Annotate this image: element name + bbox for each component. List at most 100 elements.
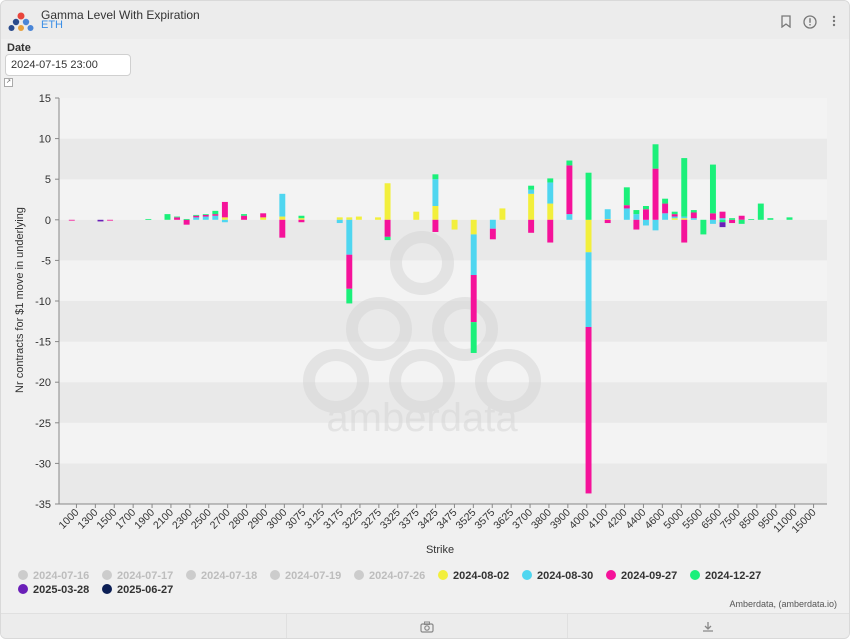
legend-item[interactable]: 2024-07-19 xyxy=(270,570,341,582)
bar-segment[interactable] xyxy=(709,219,716,224)
legend-item[interactable]: 2024-08-02 xyxy=(438,570,509,582)
bar-segment[interactable] xyxy=(748,218,755,220)
bar-segment[interactable] xyxy=(279,193,286,217)
bar-segment[interactable] xyxy=(489,219,496,229)
bar-segment[interactable] xyxy=(260,213,267,218)
bar-segment[interactable] xyxy=(585,326,592,494)
bar-segment[interactable] xyxy=(633,219,640,230)
bar-segment[interactable] xyxy=(547,203,554,220)
bar-segment[interactable] xyxy=(241,214,248,216)
bar-segment[interactable] xyxy=(604,209,611,219)
bar-segment[interactable] xyxy=(642,205,649,210)
bar-segment[interactable] xyxy=(652,219,659,231)
bar-segment[interactable] xyxy=(346,219,353,255)
bar-segment[interactable] xyxy=(451,219,458,230)
bar-segment[interactable] xyxy=(690,218,697,220)
bar-segment[interactable] xyxy=(193,215,200,218)
bar-segment[interactable] xyxy=(767,218,774,220)
bar-segment[interactable] xyxy=(432,205,439,220)
bar-segment[interactable] xyxy=(642,219,649,226)
date-input[interactable] xyxy=(5,54,131,76)
bar-segment[interactable] xyxy=(671,216,678,219)
bar-segment[interactable] xyxy=(107,219,114,221)
bar-segment[interactable] xyxy=(633,214,640,220)
bar-segment[interactable] xyxy=(547,219,554,243)
bar-segment[interactable] xyxy=(681,219,688,243)
bar-segment[interactable] xyxy=(489,228,496,240)
bar-segment[interactable] xyxy=(212,210,219,215)
bar-segment[interactable] xyxy=(662,198,669,204)
legend-item[interactable]: 2025-06-27 xyxy=(102,584,173,596)
bar-segment[interactable] xyxy=(729,218,736,220)
bar-segment[interactable] xyxy=(566,165,573,215)
bar-segment[interactable] xyxy=(719,211,726,219)
bar-segment[interactable] xyxy=(547,182,554,204)
bar-segment[interactable] xyxy=(652,168,659,220)
bar-segment[interactable] xyxy=(470,219,477,235)
bar-segment[interactable] xyxy=(528,193,535,220)
bar-segment[interactable] xyxy=(221,201,228,218)
bar-segment[interactable] xyxy=(642,209,649,220)
legend-item[interactable]: 2024-07-26 xyxy=(354,570,425,582)
bar-segment[interactable] xyxy=(432,174,439,180)
bar-segment[interactable] xyxy=(346,288,353,304)
bar-segment[interactable] xyxy=(336,217,343,220)
legend-item[interactable]: 2024-07-18 xyxy=(186,570,257,582)
bar-segment[interactable] xyxy=(375,217,381,220)
bar-segment[interactable] xyxy=(260,217,267,220)
legend-item[interactable]: 2024-07-16 xyxy=(18,570,89,582)
bar-segment[interactable] xyxy=(279,216,286,220)
legend-item[interactable]: 2025-03-28 xyxy=(18,584,89,596)
bar-segment[interactable] xyxy=(604,218,611,220)
bar-segment[interactable] xyxy=(346,254,353,289)
bar-segment[interactable] xyxy=(719,218,726,220)
bar-segment[interactable] xyxy=(585,252,592,327)
bar-segment[interactable] xyxy=(145,218,152,220)
bar-segment[interactable] xyxy=(690,210,697,213)
bar-segment[interactable] xyxy=(212,214,219,216)
bar-segment[interactable] xyxy=(738,219,745,224)
bar-segment[interactable] xyxy=(547,178,554,183)
bar-segment[interactable] xyxy=(241,215,248,220)
download-icon[interactable] xyxy=(566,614,849,638)
expand-icon[interactable]: ↗ xyxy=(4,78,13,87)
legend-item[interactable]: 2024-12-27 xyxy=(690,570,761,582)
bar-segment[interactable] xyxy=(709,164,716,214)
bar-segment[interactable] xyxy=(719,219,726,223)
bar-segment[interactable] xyxy=(221,219,228,223)
bar-segment[interactable] xyxy=(279,219,286,238)
bar-segment[interactable] xyxy=(671,211,678,215)
bar-segment[interactable] xyxy=(174,217,181,220)
bar-segment[interactable] xyxy=(174,216,181,218)
bar-segment[interactable] xyxy=(719,222,726,228)
bar-segment[interactable] xyxy=(355,216,362,220)
bar-segment[interactable] xyxy=(528,185,535,190)
bar-segment[interactable] xyxy=(298,218,305,220)
more-options-icon[interactable] xyxy=(827,15,841,29)
bar-segment[interactable] xyxy=(585,172,592,220)
bar-segment[interactable] xyxy=(623,208,630,220)
bar-segment[interactable] xyxy=(97,219,104,222)
camera-icon[interactable] xyxy=(286,614,568,638)
bar-segment[interactable] xyxy=(528,219,535,233)
bar-segment[interactable] xyxy=(221,217,228,220)
bar-segment[interactable] xyxy=(193,214,200,216)
legend-item[interactable]: 2024-09-27 xyxy=(606,570,677,582)
bar-segment[interactable] xyxy=(528,189,535,194)
bar-segment[interactable] xyxy=(662,213,669,220)
bar-segment[interactable] xyxy=(690,212,697,219)
bar-segment[interactable] xyxy=(566,214,573,220)
bar-segment[interactable] xyxy=(671,218,678,220)
bar-segment[interactable] xyxy=(202,214,209,217)
bar-segment[interactable] xyxy=(432,179,439,206)
bar-segment[interactable] xyxy=(384,183,391,220)
bar-segment[interactable] xyxy=(700,219,707,235)
bar-segment[interactable] xyxy=(346,217,353,220)
legend-item[interactable]: 2024-08-30 xyxy=(522,570,593,582)
bar-segment[interactable] xyxy=(202,216,209,220)
bar-segment[interactable] xyxy=(384,219,391,237)
bookmark-icon[interactable] xyxy=(779,15,793,29)
bar-segment[interactable] xyxy=(432,219,439,232)
bar-segment[interactable] xyxy=(681,218,688,220)
bar-segment[interactable] xyxy=(202,214,209,215)
